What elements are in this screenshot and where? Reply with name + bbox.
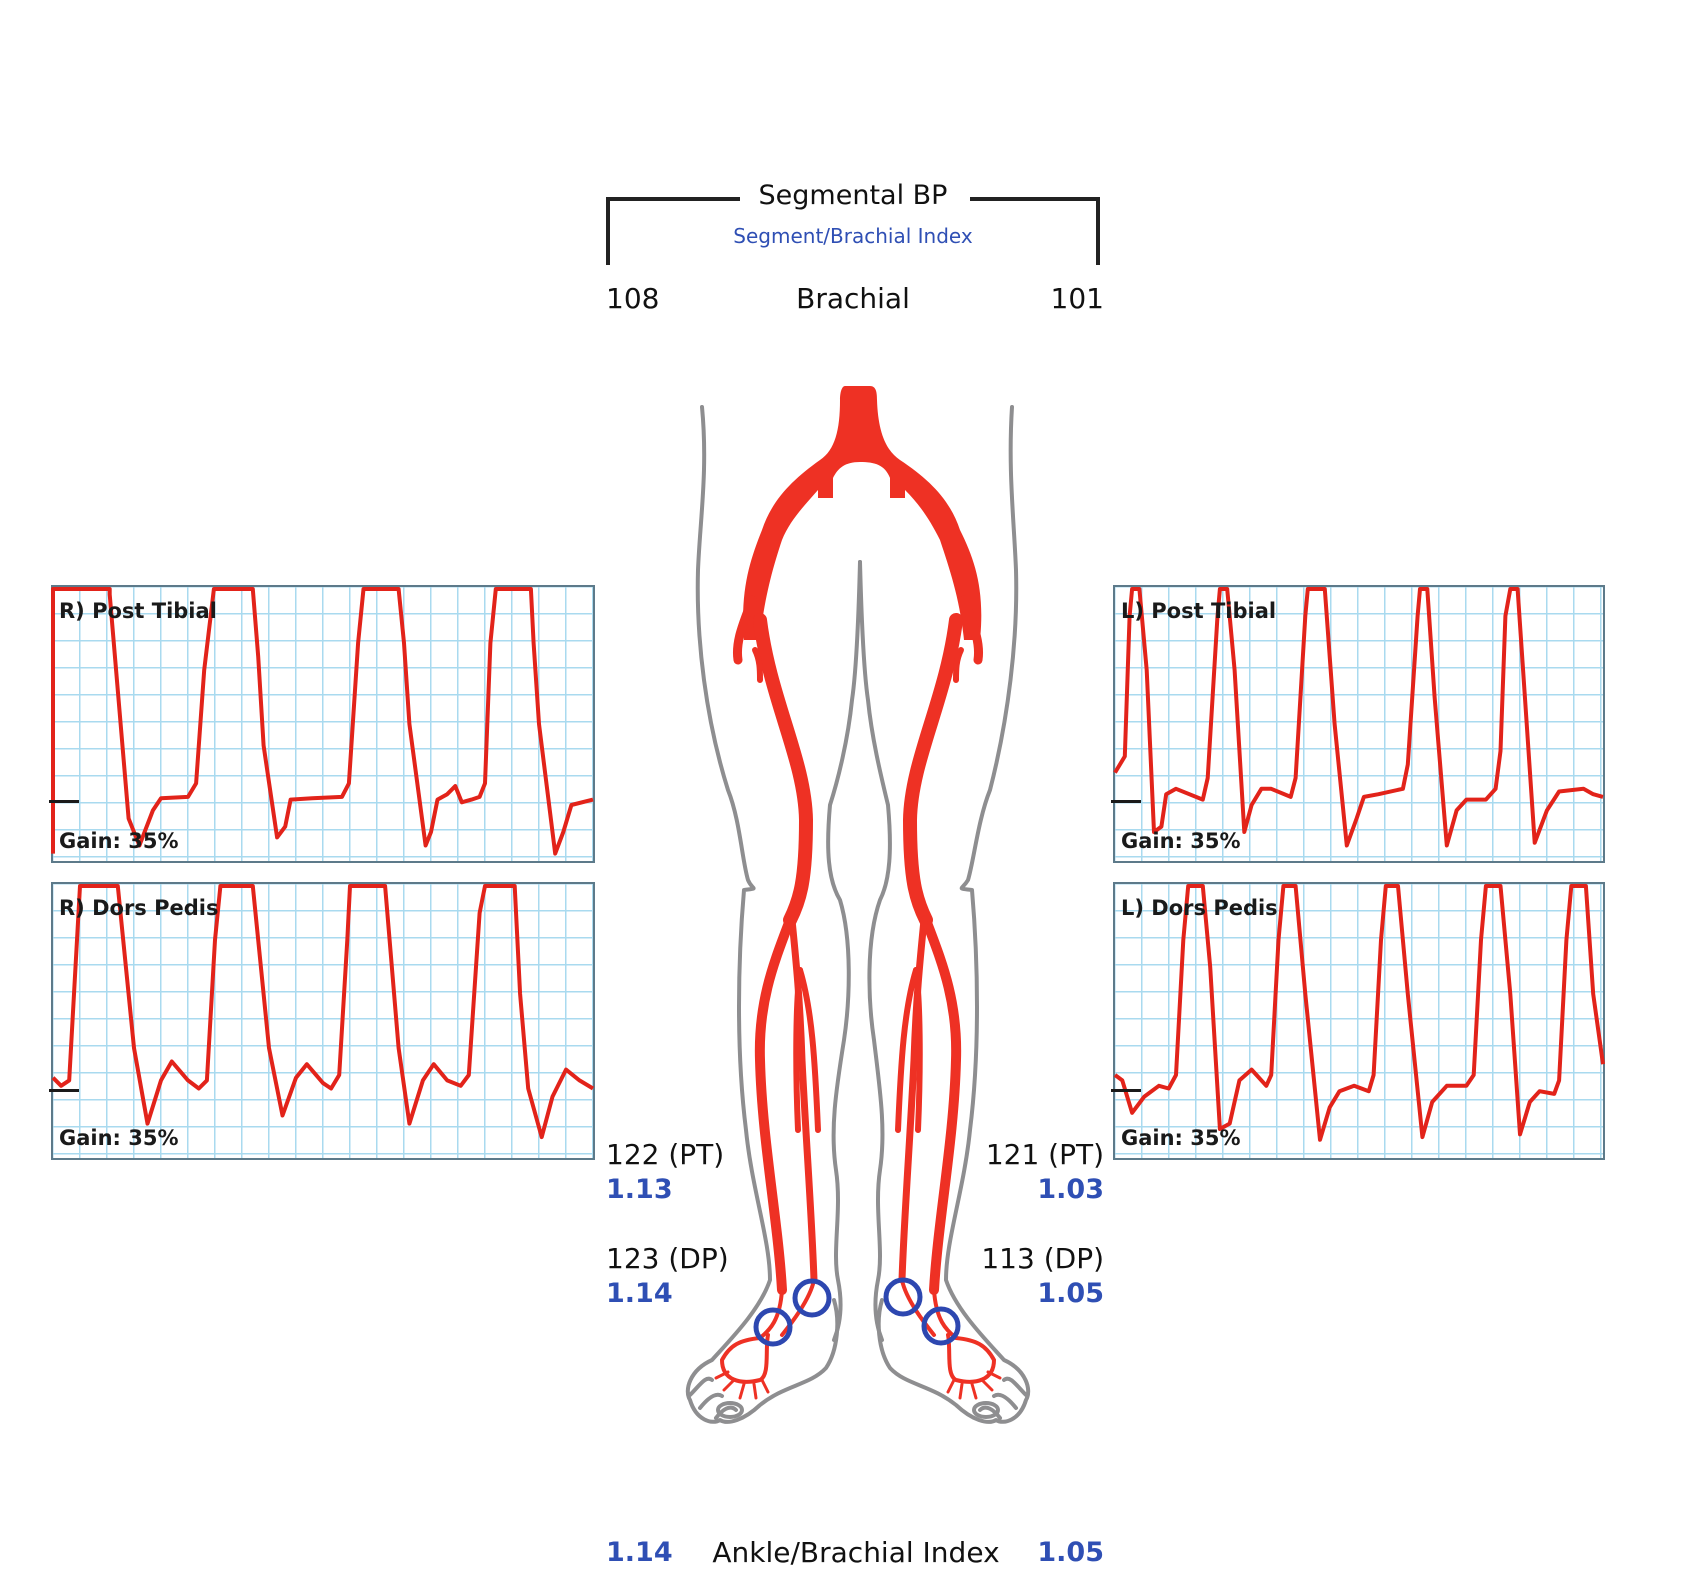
abi-right-value: 1.14	[606, 1537, 673, 1568]
chart-r-post-tibial: R) Post Tibial Gain: 35%	[49, 585, 595, 863]
leg-outline	[685, 405, 1031, 1424]
chart-l-post-tibial: L) Post Tibial Gain: 35%	[1111, 585, 1605, 863]
waveform-r-dors-pedis	[51, 884, 595, 1140]
waveform-r-post-tibial	[51, 587, 594, 856]
baseline-marker	[1111, 800, 1141, 803]
brachial-left-value: 101	[1050, 282, 1104, 315]
baseline-marker	[1111, 1089, 1141, 1092]
abi-label: Ankle/Brachial Index	[712, 1536, 1000, 1569]
chart-label: R) Dors Pedis	[59, 896, 219, 920]
l-pt-pressure: 121 (PT)	[985, 1138, 1104, 1171]
sensor-rings	[753, 1277, 961, 1347]
abi-left-value: 1.05	[1037, 1537, 1104, 1568]
r-pt-sensor-ring	[753, 1307, 793, 1347]
gain-label: Gain: 35%	[59, 829, 179, 853]
l-dp-sensor-ring	[883, 1277, 923, 1317]
waveform-l-dors-pedis	[1113, 884, 1605, 1142]
baseline-marker	[49, 800, 79, 803]
gain-label: Gain: 35%	[1121, 829, 1241, 853]
chart-label: L) Post Tibial	[1121, 599, 1277, 623]
arteries	[743, 386, 982, 640]
l-pt-sensor-ring	[921, 1306, 961, 1346]
chart-r-dors-pedis: R) Dors Pedis Gain: 35%	[49, 882, 595, 1160]
r-pt-pressure: 122 (PT)	[606, 1138, 725, 1171]
segment-brachial-index-subtitle: Segment/Brachial Index	[733, 224, 973, 248]
l-dp-pressure: 113 (DP)	[981, 1242, 1104, 1275]
gain-label: Gain: 35%	[59, 1126, 179, 1150]
r-dp-pressure: 123 (DP)	[606, 1242, 729, 1275]
brachial-right-value: 108	[606, 282, 660, 315]
brachial-label: Brachial	[796, 282, 910, 315]
r-dp-sensor-ring	[792, 1278, 832, 1318]
chart-label: R) Post Tibial	[59, 599, 217, 623]
waveform-l-post-tibial	[1113, 587, 1604, 848]
bracket-title-gap	[740, 190, 970, 206]
chart-l-dors-pedis: L) Dors Pedis Gain: 35%	[1111, 882, 1605, 1160]
gain-label: Gain: 35%	[1121, 1126, 1241, 1150]
r-dp-index: 1.14	[606, 1278, 673, 1309]
segmental-bp-title: Segmental BP	[758, 180, 948, 211]
chart-label: L) Dors Pedis	[1121, 896, 1278, 920]
l-dp-index: 1.05	[1037, 1278, 1104, 1309]
l-pt-index: 1.03	[1037, 1174, 1104, 1205]
r-pt-index: 1.13	[606, 1174, 673, 1205]
baseline-marker	[49, 1089, 79, 1092]
